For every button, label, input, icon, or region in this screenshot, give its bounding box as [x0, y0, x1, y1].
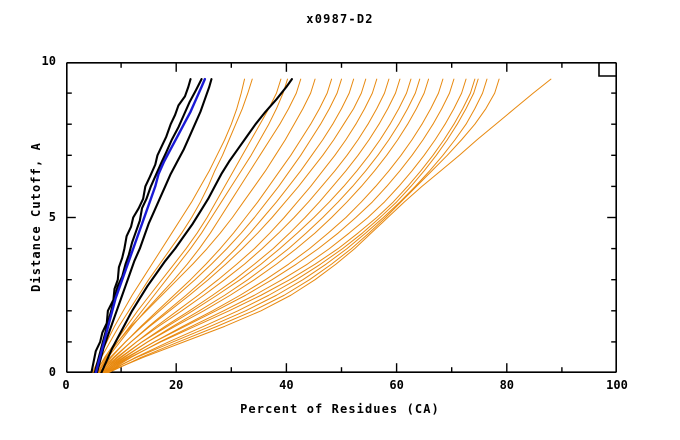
curve-hit-orange-19: [106, 78, 479, 373]
curve-hit-orange-11: [101, 78, 401, 373]
x-tick-label: 0: [62, 378, 70, 392]
page-title: x0987-D2: [306, 12, 374, 26]
corner-notch: [598, 62, 617, 77]
curve-reference-black-1: [90, 78, 192, 373]
x-tick-label: 40: [279, 378, 294, 392]
x-tick-label: 20: [168, 378, 184, 392]
x-tick-label: 60: [389, 378, 404, 392]
curve-hit-orange-02: [95, 78, 282, 373]
x-axis-label: Percent of Residues (CA): [240, 402, 440, 416]
curve-layer: [90, 77, 552, 373]
curve-reference-black-3: [95, 78, 213, 373]
y-tick-label: 0: [48, 365, 56, 379]
curve-hit-orange-22: [105, 78, 552, 373]
y-tick-label: 10: [41, 54, 56, 68]
curve-hit-orange-06: [96, 78, 342, 373]
curve-hit-orange-14: [100, 78, 430, 373]
plot-frame: [66, 62, 617, 373]
curve-hit-orange-24: [91, 78, 246, 373]
curve-hit-orange-03: [97, 78, 302, 373]
curve-query-blue: [94, 77, 207, 373]
curve-hit-orange-13: [102, 78, 421, 373]
y-tick-label: 5: [48, 209, 56, 224]
curve-hit-orange-08: [97, 78, 367, 373]
curve-hit-orange-10: [98, 78, 390, 373]
curve-hit-orange-01: [93, 78, 253, 373]
curve-hit-orange-15: [104, 78, 444, 373]
y-axis-label: Distance Cutoff, A: [29, 142, 43, 292]
curve-reference-black-4: [100, 78, 293, 373]
x-tick-label: 100: [606, 378, 628, 392]
curve-hit-orange-05: [98, 78, 333, 373]
curve-hit-orange-21: [107, 78, 500, 373]
plot-area: [66, 62, 617, 373]
curve-hit-orange-17: [105, 78, 467, 373]
curve-hit-orange-18: [102, 78, 476, 373]
curve-hit-orange-16: [101, 78, 455, 373]
curve-hit-orange-09: [100, 78, 378, 373]
curve-hit-orange-20: [104, 78, 488, 373]
curve-hit-orange-04: [94, 78, 316, 373]
curve-hit-orange-07: [99, 78, 355, 373]
x-tick-label: 80: [499, 378, 515, 392]
curve-hit-orange-12: [99, 78, 412, 373]
curve-hit-orange-23: [96, 78, 288, 373]
